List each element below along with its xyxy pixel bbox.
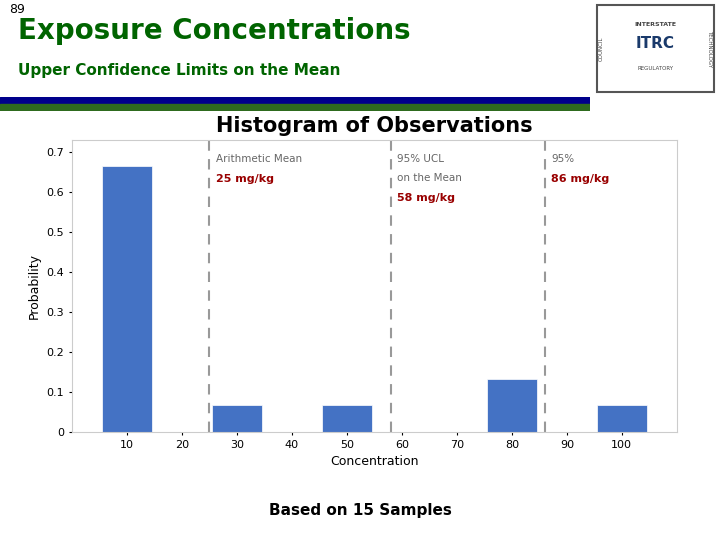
Text: REGULATORY: REGULATORY (637, 65, 673, 71)
Bar (0, 104, 590, 111)
Text: Arithmetic Mean: Arithmetic Mean (216, 154, 302, 164)
FancyBboxPatch shape (597, 5, 714, 92)
Text: 25 mg/kg: 25 mg/kg (216, 174, 274, 184)
Text: 86 mg/kg: 86 mg/kg (552, 174, 610, 184)
Bar (487, 379, 536, 432)
Text: Upper Confidence Limits on the Mean: Upper Confidence Limits on the Mean (18, 63, 341, 78)
Bar (212, 405, 261, 432)
Text: ITRC: ITRC (636, 36, 675, 51)
Text: COUNCIL: COUNCIL (598, 36, 603, 61)
Text: INTERSTATE: INTERSTATE (634, 22, 676, 27)
Text: 89: 89 (9, 3, 24, 16)
Text: TECHNOLOGY: TECHNOLOGY (707, 30, 712, 67)
Y-axis label: Probability: Probability (28, 253, 41, 319)
Title: Histogram of Observations: Histogram of Observations (216, 116, 533, 136)
Text: Based on 15 Samples: Based on 15 Samples (269, 503, 451, 518)
Text: Exposure Concentrations: Exposure Concentrations (18, 17, 410, 45)
Bar (102, 166, 152, 432)
Text: 95%: 95% (552, 154, 575, 164)
Bar (597, 405, 647, 432)
X-axis label: Concentration: Concentration (330, 455, 418, 468)
Text: 95% UCL: 95% UCL (397, 154, 444, 164)
Bar (0, 97, 590, 104)
Text: 58 mg/kg: 58 mg/kg (397, 193, 456, 203)
Bar (322, 405, 372, 432)
Text: on the Mean: on the Mean (397, 173, 462, 183)
